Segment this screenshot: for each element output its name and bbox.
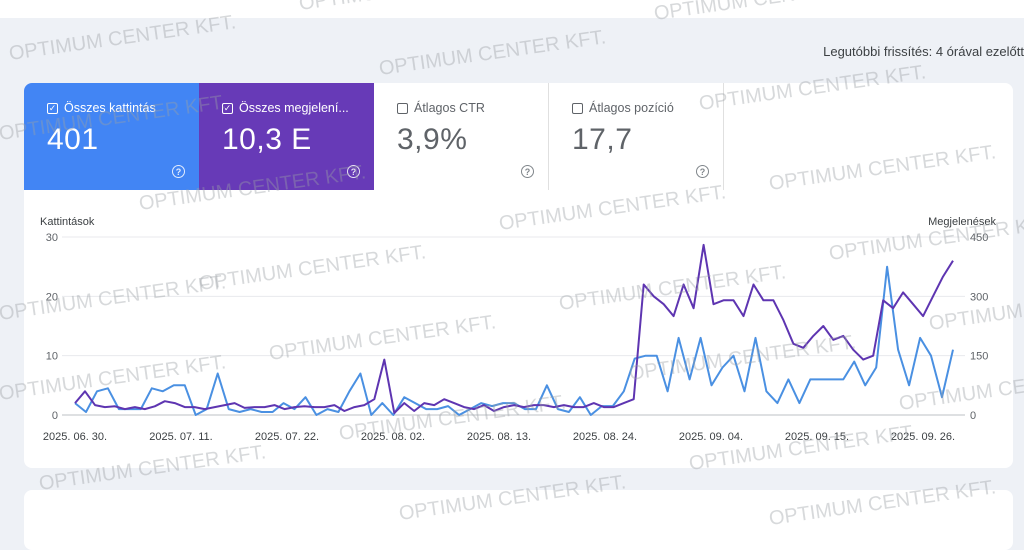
impressions-series-line [74,243,954,414]
metric-tile-clicks[interactable]: ✓ Összes kattintás 401 ? [24,83,199,190]
metric-tile-position[interactable]: Átlagos pozíció 17,7 ? [549,83,724,190]
metric-label-impressions: Összes megjelení... [239,101,349,115]
x-tick-label: 2025. 08. 13. [467,431,531,443]
checkbox-unchecked-icon[interactable] [572,102,583,114]
y-right-tick-label: 450 [970,232,988,244]
y-left-tick-label: 0 [52,410,58,422]
help-icon[interactable]: ? [696,165,709,178]
checkbox-unchecked-icon[interactable] [397,102,408,114]
x-tick-label: 2025. 07. 11. [149,431,212,443]
metric-value-position: 17,7 [572,123,633,156]
y-left-tick-label: 20 [46,291,58,303]
metric-tile-impressions[interactable]: ✓ Összes megjelení... 10,3 E ? [199,83,374,190]
x-tick-label: 2025. 09. 26. [891,431,955,443]
metric-label-position: Átlagos pozíció [589,101,674,115]
y-left-axis-label: Kattintások [40,216,95,228]
clicks-series-line [74,265,954,416]
last-update-text: Legutóbbi frissítés: 4 órával ezelőtt [823,44,1024,59]
help-icon[interactable]: ? [521,165,534,178]
metric-label-ctr: Átlagos CTR [414,101,485,115]
performance-chart[interactable]: 30 20 10 0 450 300 150 0 Kattintások Megjelenések… [0,0,1024,533]
metric-label-clicks: Összes kattintás [64,101,156,115]
y-left-tick-label: 30 [46,232,58,244]
help-icon[interactable]: ? [347,165,360,178]
x-tick-label: 2025. 08. 24. [573,431,637,443]
x-tick-label: 2025. 07. 22. [255,431,319,443]
checkbox-checked-icon[interactable]: ✓ [47,102,58,114]
secondary-card [24,490,1013,550]
help-icon[interactable]: ? [172,165,185,178]
y-right-tick-label: 150 [970,351,988,363]
y-right-tick-label: 0 [970,410,976,422]
y-right-tick-label: 300 [970,291,988,303]
performance-card: ✓ Összes kattintás 401 ? ✓ Összes megjel… [24,83,1013,468]
x-tick-label: 2025. 06. 30. [43,431,107,443]
metric-value-ctr: 3,9% [397,123,468,156]
x-tick-label: 2025. 08. 02. [361,431,425,443]
metric-tiles: ✓ Összes kattintás 401 ? ✓ Összes megjel… [24,83,724,190]
metric-value-clicks: 401 [47,123,99,156]
x-tick-label: 2025. 09. 15. [785,431,849,443]
top-strip [0,0,1024,18]
metric-tile-ctr[interactable]: Átlagos CTR 3,9% ? [374,83,549,190]
x-tick-label: 2025. 09. 04. [679,431,743,443]
checkbox-checked-icon[interactable]: ✓ [222,102,233,114]
y-right-axis-label: Megjelenések [928,216,996,228]
y-left-tick-label: 10 [46,351,58,363]
metric-value-impressions: 10,3 E [222,123,312,156]
